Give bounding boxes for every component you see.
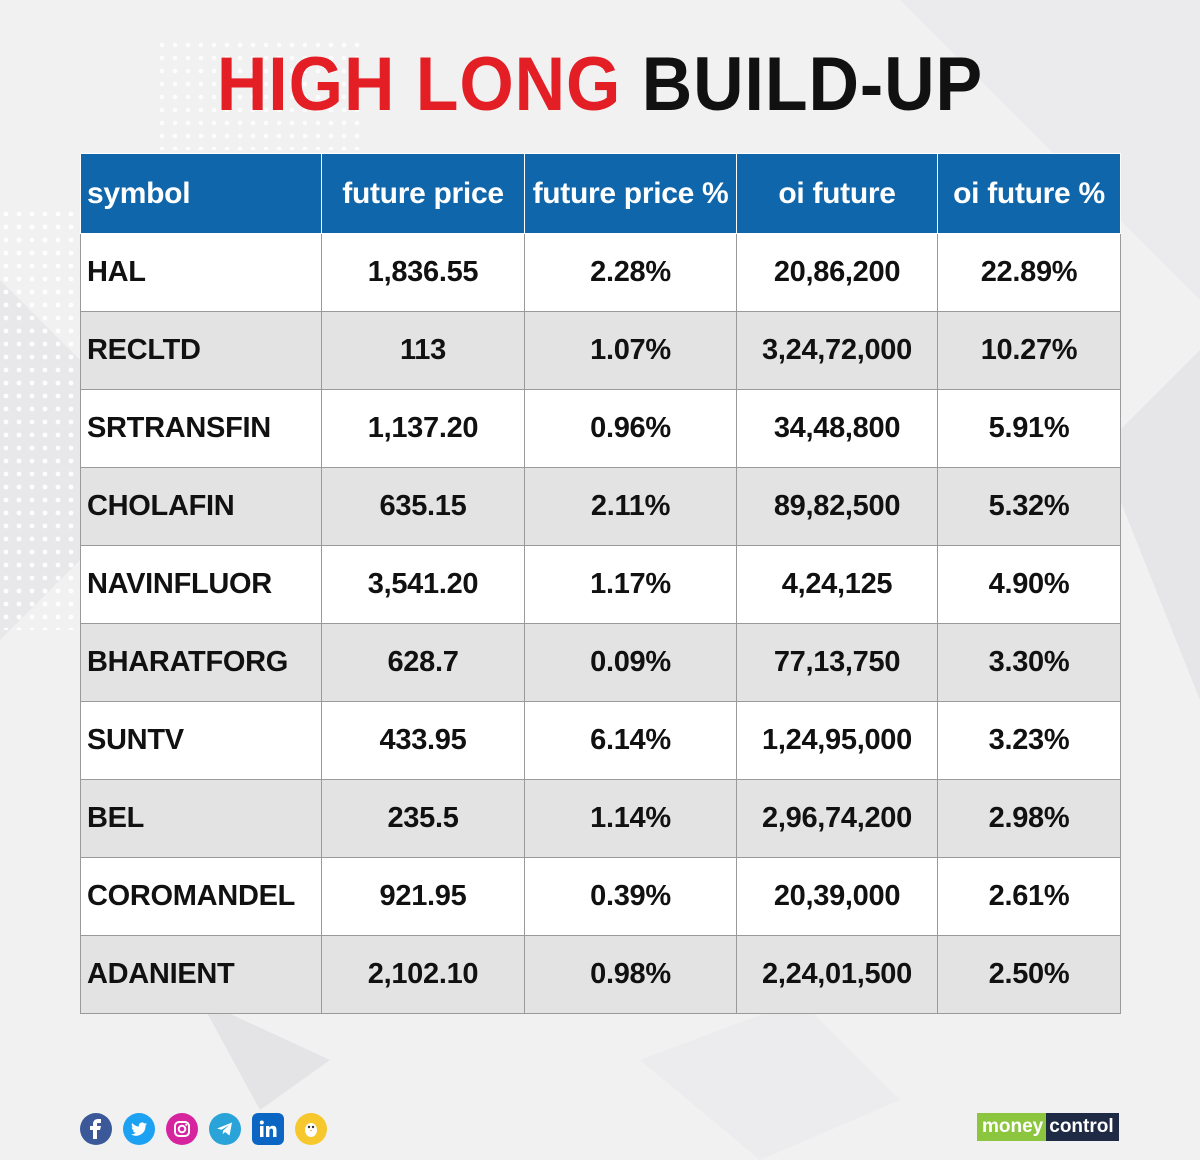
cell-future-price-pct: 1.07% bbox=[524, 311, 737, 390]
cell-future-price-pct: 6.14% bbox=[524, 701, 737, 780]
table-row: SRTRANSFIN 1,137.20 0.96% 34,48,800 5.91% bbox=[80, 389, 1121, 468]
cell-symbol: SUNTV bbox=[80, 701, 322, 780]
page-title: HIGH LONG BUILD-UP bbox=[48, 40, 1152, 130]
cell-oi-future: 77,13,750 bbox=[736, 623, 938, 702]
table-row: HAL 1,836.55 2.28% 20,86,200 22.89% bbox=[80, 233, 1121, 312]
cell-symbol: SRTRANSFIN bbox=[80, 389, 322, 468]
cell-symbol: BHARATFORG bbox=[80, 623, 322, 702]
cell-future-price-pct: 0.39% bbox=[524, 857, 737, 936]
table-row: SUNTV 433.95 6.14% 1,24,95,000 3.23% bbox=[80, 701, 1121, 780]
cell-symbol: BEL bbox=[80, 779, 322, 858]
logo-part-money: money bbox=[977, 1113, 1047, 1141]
facebook-icon[interactable] bbox=[80, 1113, 112, 1145]
cell-oi-future: 34,48,800 bbox=[736, 389, 938, 468]
table-row: NAVINFLUOR 3,541.20 1.17% 4,24,125 4.90% bbox=[80, 545, 1121, 624]
table-header-row: symbol future price future price % oi fu… bbox=[80, 153, 1121, 234]
cell-symbol: COROMANDEL bbox=[80, 857, 322, 936]
telegram-icon[interactable] bbox=[209, 1113, 241, 1145]
linkedin-icon[interactable] bbox=[252, 1113, 284, 1145]
cell-oi-future-pct: 2.50% bbox=[937, 935, 1121, 1014]
cell-future-price-pct: 2.11% bbox=[524, 467, 737, 546]
table-row: ADANIENT 2,102.10 0.98% 2,24,01,500 2.50% bbox=[80, 935, 1121, 1014]
cell-future-price: 628.7 bbox=[321, 623, 525, 702]
table-row: BEL 235.5 1.14% 2,96,74,200 2.98% bbox=[80, 779, 1121, 858]
cell-oi-future-pct: 5.91% bbox=[937, 389, 1121, 468]
cell-symbol: RECLTD bbox=[80, 311, 322, 390]
cell-oi-future-pct: 22.89% bbox=[937, 233, 1121, 312]
cell-oi-future-pct: 3.23% bbox=[937, 701, 1121, 780]
koo-icon[interactable] bbox=[295, 1113, 327, 1145]
moneycontrol-logo: money control bbox=[977, 1113, 1119, 1141]
cell-symbol: NAVINFLUOR bbox=[80, 545, 322, 624]
build-up-table: symbol future price future price % oi fu… bbox=[80, 153, 1121, 1014]
instagram-icon[interactable] bbox=[166, 1113, 198, 1145]
cell-future-price-pct: 1.14% bbox=[524, 779, 737, 858]
cell-oi-future: 3,24,72,000 bbox=[736, 311, 938, 390]
title-main: BUILD-UP bbox=[641, 42, 984, 127]
cell-future-price-pct: 0.96% bbox=[524, 389, 737, 468]
col-header-future-price-pct: future price % bbox=[524, 153, 737, 234]
table-row: BHARATFORG 628.7 0.09% 77,13,750 3.30% bbox=[80, 623, 1121, 702]
cell-future-price: 113 bbox=[321, 311, 525, 390]
cell-oi-future-pct: 2.98% bbox=[937, 779, 1121, 858]
twitter-icon[interactable] bbox=[123, 1113, 155, 1145]
cell-oi-future: 1,24,95,000 bbox=[736, 701, 938, 780]
cell-future-price: 2,102.10 bbox=[321, 935, 525, 1014]
title-highlight: HIGH LONG bbox=[216, 42, 622, 127]
cell-future-price: 921.95 bbox=[321, 857, 525, 936]
cell-future-price: 1,137.20 bbox=[321, 389, 525, 468]
cell-future-price: 635.15 bbox=[321, 467, 525, 546]
cell-future-price: 433.95 bbox=[321, 701, 525, 780]
cell-oi-future: 20,86,200 bbox=[736, 233, 938, 312]
cell-future-price: 1,836.55 bbox=[321, 233, 525, 312]
cell-symbol: ADANIENT bbox=[80, 935, 322, 1014]
col-header-future-price: future price bbox=[321, 153, 525, 234]
col-header-symbol: symbol bbox=[80, 153, 322, 234]
col-header-oi-future: oi future bbox=[736, 153, 938, 234]
logo-part-control: control bbox=[1046, 1113, 1119, 1141]
cell-future-price-pct: 0.09% bbox=[524, 623, 737, 702]
cell-future-price-pct: 0.98% bbox=[524, 935, 737, 1014]
cell-symbol: CHOLAFIN bbox=[80, 467, 322, 546]
cell-future-price-pct: 1.17% bbox=[524, 545, 737, 624]
table-row: RECLTD 113 1.07% 3,24,72,000 10.27% bbox=[80, 311, 1121, 390]
cell-oi-future-pct: 3.30% bbox=[937, 623, 1121, 702]
cell-future-price: 235.5 bbox=[321, 779, 525, 858]
cell-oi-future-pct: 2.61% bbox=[937, 857, 1121, 936]
social-links bbox=[80, 1113, 327, 1145]
cell-oi-future-pct: 4.90% bbox=[937, 545, 1121, 624]
cell-oi-future: 2,24,01,500 bbox=[736, 935, 938, 1014]
col-header-oi-future-pct: oi future % bbox=[937, 153, 1121, 234]
table-row: COROMANDEL 921.95 0.39% 20,39,000 2.61% bbox=[80, 857, 1121, 936]
cell-symbol: HAL bbox=[80, 233, 322, 312]
table-row: CHOLAFIN 635.15 2.11% 89,82,500 5.32% bbox=[80, 467, 1121, 546]
cell-oi-future: 89,82,500 bbox=[736, 467, 938, 546]
cell-future-price: 3,541.20 bbox=[321, 545, 525, 624]
cell-oi-future-pct: 5.32% bbox=[937, 467, 1121, 546]
cell-oi-future-pct: 10.27% bbox=[937, 311, 1121, 390]
cell-oi-future: 2,96,74,200 bbox=[736, 779, 938, 858]
cell-oi-future: 4,24,125 bbox=[736, 545, 938, 624]
cell-future-price-pct: 2.28% bbox=[524, 233, 737, 312]
cell-oi-future: 20,39,000 bbox=[736, 857, 938, 936]
